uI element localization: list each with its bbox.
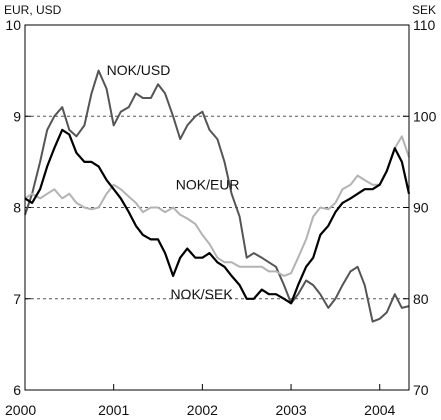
left-axis-tick-label: 7 [13, 291, 21, 307]
x-axis-tick-label: 2002 [187, 402, 218, 418]
x-axis-tick-label: 2001 [98, 402, 129, 418]
left-axis-tick-label: 6 [13, 382, 21, 398]
annotation-nok-sek: NOK/SEK [170, 286, 233, 302]
right-axis-label: SEK [412, 3, 436, 17]
x-axis-tick-label: 2004 [364, 402, 395, 418]
annotation-nok-eur: NOK/EUR [176, 176, 240, 192]
x-axis-tick-label: 2000 [5, 402, 36, 418]
left-axis-label: EUR, USD [4, 3, 62, 17]
x-axis-tick-label: 2003 [275, 402, 306, 418]
axis-labels: 6 7 8 9 10 70 80 90 100 110 2000 2001 2002 2003 2004 [5, 17, 437, 418]
left-axis-tick-label: 8 [13, 200, 21, 216]
right-axis-tick-label: 70 [413, 382, 429, 398]
grid-lines [25, 115, 409, 300]
right-axis-tick-label: 110 [413, 17, 436, 33]
plot-frame [24, 24, 410, 391]
series-line-nok-sek [24, 128, 411, 305]
series-annotations: NOK/USD NOK/EUR NOK/SEK [107, 62, 240, 302]
left-axis-tick-label: 9 [13, 108, 21, 124]
left-axis-tick-label: 10 [5, 17, 21, 33]
series-lines [24, 69, 411, 323]
series-line-nok-eur [24, 135, 410, 277]
annotation-nok-usd: NOK/USD [107, 62, 171, 78]
right-axis-tick-label: 80 [413, 291, 429, 307]
series-line-nok-usd [24, 69, 410, 323]
right-axis-tick-label: 90 [413, 200, 429, 216]
right-axis-tick-label: 100 [413, 108, 437, 124]
